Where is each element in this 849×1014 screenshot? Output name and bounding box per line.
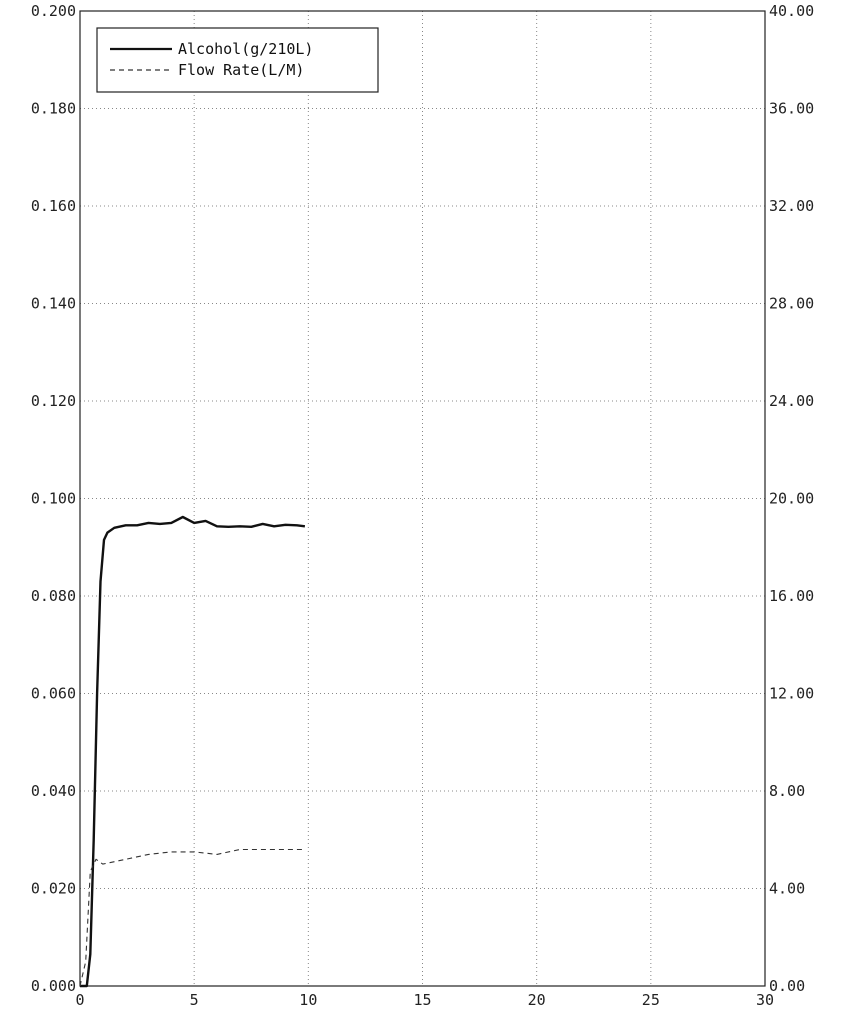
x-tick-label: 25 <box>642 991 660 1009</box>
y-left-tick-label: 0.100 <box>31 490 76 508</box>
y-right-tick-label: 0.00 <box>769 977 805 995</box>
y-left-tick-label: 0.000 <box>31 977 76 995</box>
x-tick-label: 15 <box>413 991 431 1009</box>
y-right-tick-label: 16.00 <box>769 587 814 605</box>
series-line-alcohol <box>80 515 306 988</box>
y-right-tick-label: 40.00 <box>769 2 814 20</box>
series-line-flow-rate <box>79 848 305 987</box>
legend-label-flow: Flow Rate(L/M) <box>178 61 304 79</box>
legend-label-alcohol: Alcohol(g/210L) <box>178 40 313 58</box>
y-left-tick-label: 0.140 <box>31 295 76 313</box>
y-left-tick-label: 0.200 <box>31 2 76 20</box>
y-left-tick-label: 0.080 <box>31 587 76 605</box>
y-left-tick-label: 0.180 <box>31 100 76 118</box>
grid <box>80 11 765 986</box>
y-left-tick-label: 0.040 <box>31 782 76 800</box>
y-right-tick-label: 28.00 <box>769 295 814 313</box>
x-tick-label: 0 <box>75 991 84 1009</box>
x-axis-ticks: 0 5 10 15 20 25 30 <box>75 991 774 1009</box>
y-right-tick-label: 20.00 <box>769 490 814 508</box>
x-tick-label: 10 <box>299 991 317 1009</box>
series-layer <box>79 515 306 988</box>
y-left-tick-label: 0.020 <box>31 880 76 898</box>
y-right-tick-label: 12.00 <box>769 685 814 703</box>
y-left-tick-label: 0.160 <box>31 197 76 215</box>
legend-box <box>96 27 379 93</box>
y-left-tick-label: 0.060 <box>31 685 76 703</box>
y-right-tick-label: 4.00 <box>769 880 805 898</box>
y-right-axis-ticks: 0.00 4.00 8.00 12.00 16.00 20.00 24.00 28.00 32.… <box>769 2 814 995</box>
y-left-tick-label: 0.120 <box>31 392 76 410</box>
y-left-axis-ticks: 0.000 0.020 0.040 0.060 0.080 0.100 0.120 0.140… <box>31 2 76 995</box>
plot-frame <box>79 10 766 987</box>
x-tick-label: 5 <box>190 991 199 1009</box>
legend: Alcohol(g/210L) Flow Rate(L/M) <box>96 27 379 93</box>
y-right-tick-label: 36.00 <box>769 100 814 118</box>
y-right-tick-label: 24.00 <box>769 392 814 410</box>
x-tick-label: 20 <box>528 991 546 1009</box>
x-tick-label: 30 <box>756 991 774 1009</box>
y-right-tick-label: 32.00 <box>769 197 814 215</box>
y-right-tick-label: 8.00 <box>769 782 805 800</box>
